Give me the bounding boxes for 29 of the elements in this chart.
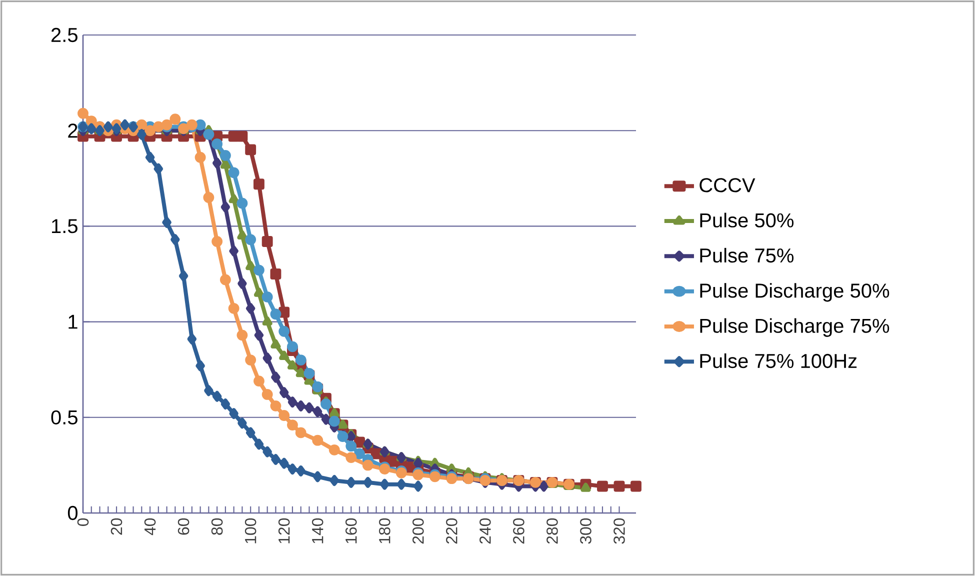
x-tick-label: 60	[178, 518, 190, 535]
legend-label: Pulse Discharge 50%	[700, 283, 890, 302]
x-tick-label: 220	[446, 518, 458, 544]
y-tick-label: 1.5	[52, 219, 78, 234]
legend-label: Pulse Discharge 75%	[700, 318, 890, 337]
y-tick-label: 1	[68, 314, 78, 329]
legend-label: Pulse 75% 100Hz	[700, 353, 857, 368]
x-tick-label: 0	[77, 518, 89, 526]
x-tick-label: 260	[513, 518, 524, 544]
x-tick-label: 40	[144, 518, 156, 536]
x-tick-label: 280	[546, 518, 558, 544]
x-tick-label: 100	[244, 518, 256, 544]
x-tick-label: 80	[211, 518, 223, 535]
x-tick-label: 320	[614, 518, 625, 544]
legend-label: CCCV	[700, 178, 756, 192]
legend-label: Pulse 50%	[700, 212, 794, 228]
x-tick-label: 240	[480, 518, 491, 544]
x-tick-label: 180	[378, 518, 390, 544]
x-tick-label: 140	[312, 518, 324, 544]
x-tick-label: 200	[412, 518, 424, 544]
x-tick-label: 20	[110, 518, 122, 535]
legend-label: Pulse 75%	[700, 248, 794, 263]
y-tick-label: 0	[68, 506, 78, 520]
y-tick-label: 2	[68, 124, 78, 138]
x-tick-label: 160	[345, 518, 357, 544]
x-tick-label: 120	[278, 518, 290, 544]
y-tick-label: 2.5	[51, 28, 78, 42]
y-tick-label: 0.5	[51, 410, 78, 424]
x-tick-label: 300	[580, 518, 592, 544]
